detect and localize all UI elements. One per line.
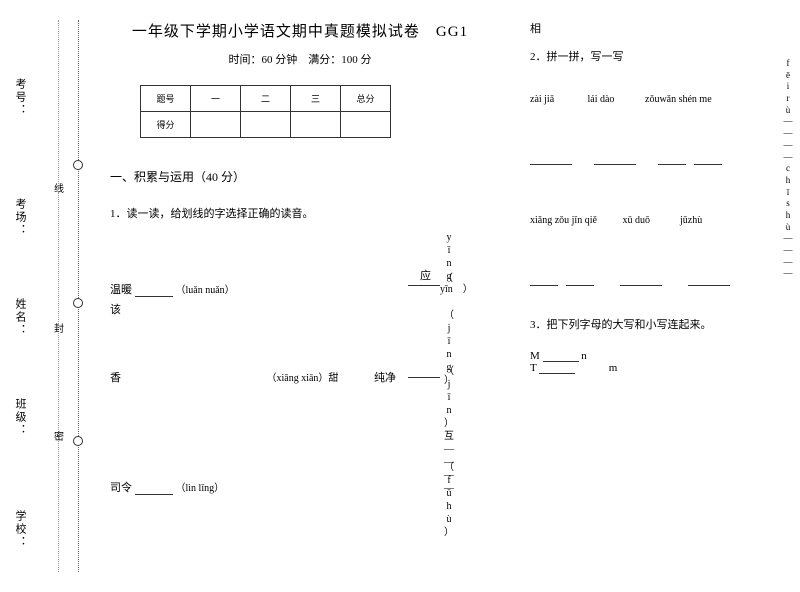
th: 二 — [241, 86, 291, 112]
answer-blank[interactable] — [408, 377, 440, 378]
match-row: T m — [530, 362, 770, 374]
seal-char: 封 — [54, 320, 64, 335]
pinyin: xiǎng zǒu jǐn qiě — [530, 215, 620, 226]
pinyin: xǔ duō — [623, 215, 678, 226]
td — [191, 112, 241, 138]
pinyin: zǒuwǎn shén me — [645, 94, 735, 105]
answer-blank[interactable] — [543, 350, 579, 362]
pinyin: jūzhù — [680, 215, 735, 226]
q1-item2: 香 （xiāng xiān）甜 纯净 — [110, 369, 396, 385]
question-2: 2．拼一拼，写一写 — [530, 48, 770, 64]
vert-paren: （ — [443, 269, 453, 284]
word: 司令 — [110, 482, 132, 494]
answer-blank[interactable] — [620, 274, 662, 286]
td: 得分 — [141, 112, 191, 138]
lower: m — [609, 362, 618, 374]
fold-line-inner — [58, 20, 59, 572]
exam-title: 一年级下学期小学语文期中真题模拟试卷 GG1 — [110, 20, 490, 41]
blank-row — [530, 147, 770, 165]
right-column: 相 2．拼一拼，写一写 zài jiā lái dào zǒuwǎn shén … — [530, 20, 770, 374]
seal-char: 线 — [54, 180, 64, 195]
pinyin: （luǎn nuǎn） — [176, 285, 235, 296]
th: 三 — [291, 86, 341, 112]
answer-blank[interactable] — [135, 285, 173, 297]
answer-blank[interactable] — [566, 274, 594, 286]
td — [291, 112, 341, 138]
answer-blank[interactable] — [688, 274, 730, 286]
table-row: 得分 — [141, 112, 391, 138]
label-class: 班级： — [12, 398, 28, 437]
q1-item1: 温暖 （luǎn nuǎn） — [110, 281, 235, 297]
fold-line-outer — [78, 20, 79, 572]
vert-pinyin: （fǔhù） — [443, 461, 455, 539]
match-row: M n — [530, 350, 770, 362]
question-3: 3．把下列字母的大写和小写连起来。 — [530, 316, 770, 332]
word: 纯净 — [374, 372, 396, 384]
vert-pinyin: yīn ） — [440, 283, 452, 296]
seal-char: 密 — [54, 428, 64, 443]
upper: T — [530, 362, 537, 374]
pinyin: lái dào — [588, 94, 643, 105]
word: 温暖 — [110, 284, 132, 296]
answer-blank[interactable] — [530, 274, 558, 286]
answer-blank[interactable] — [408, 285, 440, 286]
pinyin: zài jiā — [530, 94, 585, 105]
blank-row — [530, 268, 770, 286]
label-examno: 考号： — [12, 78, 28, 117]
table-row: 题号 一 二 三 总分 — [141, 86, 391, 112]
exam-subtitle: 时间：60 分钟 满分：100 分 — [110, 51, 490, 67]
lower: n — [581, 350, 587, 362]
upper: M — [530, 350, 540, 362]
q1-item1-tail: 该 — [110, 301, 121, 317]
th: 总分 — [341, 86, 391, 112]
punch-hole — [73, 160, 83, 170]
answer-blank[interactable] — [539, 362, 575, 374]
td — [341, 112, 391, 138]
word: 香 — [110, 372, 121, 384]
answer-blank[interactable] — [658, 153, 686, 165]
answer-blank[interactable] — [135, 483, 173, 495]
punch-hole — [73, 298, 83, 308]
answer-blank[interactable] — [694, 153, 722, 165]
pinyin-row: xiǎng zǒu jǐn qiě xǔ duō jūzhù — [530, 215, 770, 226]
binding-sidebar: 考号： 考场： 姓名： 班级： 学校： 线 封 密 — [0, 0, 100, 592]
score-table: 题号 一 二 三 总分 得分 — [140, 85, 391, 138]
margin-vertical-text: fēirù————chīshù———— — [782, 58, 794, 280]
answer-blank[interactable] — [594, 153, 636, 165]
stray-char: 相 — [530, 20, 770, 36]
th: 题号 — [141, 86, 191, 112]
pinyin-row: zài jiā lái dào zǒuwǎn shén me — [530, 94, 770, 105]
vert-word: 应 — [420, 267, 431, 283]
th: 一 — [191, 86, 241, 112]
label-name: 姓名： — [12, 298, 28, 337]
pinyin: （lìn lǐng） — [176, 483, 225, 494]
pinyin: （xiāng xiān）甜 — [267, 373, 339, 384]
answer-blank[interactable] — [530, 153, 572, 165]
label-room: 考场： — [12, 198, 28, 237]
q1-item3: 司令 （lìn lǐng） — [110, 479, 224, 495]
td — [241, 112, 291, 138]
label-school: 学校： — [12, 510, 28, 549]
punch-hole — [73, 436, 83, 446]
